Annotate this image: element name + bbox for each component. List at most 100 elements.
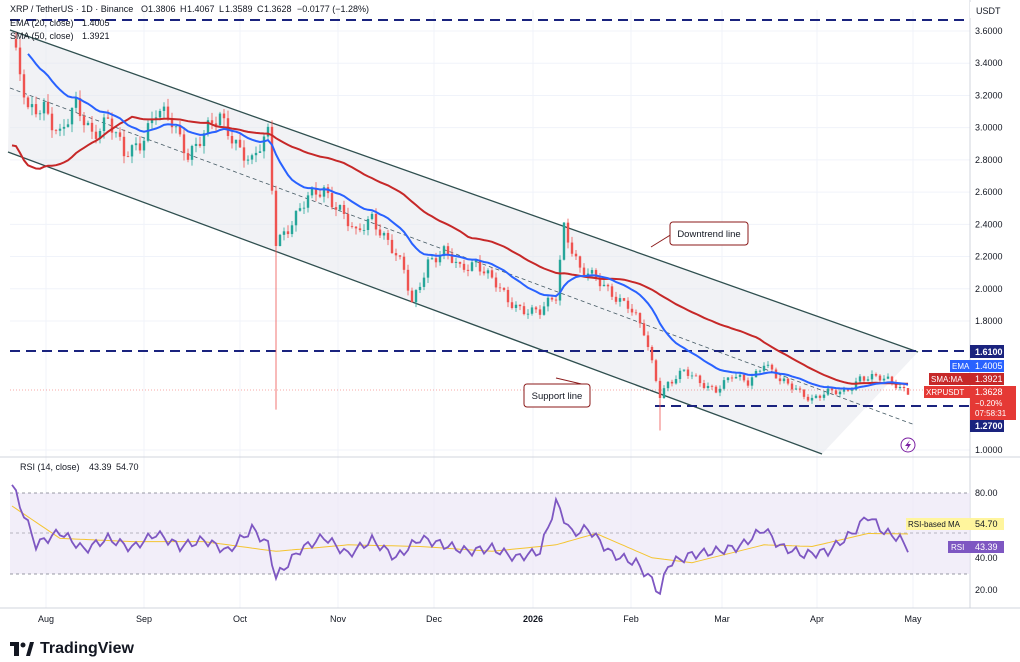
downtrend-line[interactable] [9,29,919,353]
rsi-ma-line [11,505,909,564]
candle-body [98,131,102,139]
candle-body [266,126,270,137]
legend-sma-value: 1.3921 [82,31,110,41]
candle-body [762,365,766,371]
candle-body [358,228,362,231]
time-tick: Feb [623,614,639,624]
tradingview-logo[interactable]: TradingView [10,640,134,658]
legend-close: 1.3628 [264,4,292,14]
svg-text:54.70: 54.70 [975,519,998,529]
candle-body [478,259,482,272]
candle-body [54,130,58,132]
candle-body [878,375,882,381]
candle-body [866,379,870,381]
candle-body [890,376,894,382]
candle-body [414,290,418,303]
candle-body [222,113,226,119]
candle-body [734,376,738,379]
svg-text:1.3628: 1.3628 [975,387,1003,397]
candle-body [86,122,90,126]
candle-body [174,126,178,128]
candle-body [466,269,470,271]
candle-body [182,134,186,154]
candle-body [534,307,538,310]
candle-body [474,259,478,263]
candle-body [142,140,146,151]
candle-body [482,271,486,274]
price-tick: 3.2000 [975,90,1003,100]
candle-body [154,117,158,119]
candle-body [766,364,770,366]
legend-o-label: O [141,4,148,14]
candle-body [882,378,886,381]
candle-body [602,284,606,287]
candle-body [318,194,322,197]
time-tick: Dec [426,614,443,624]
candle-body [354,226,358,229]
candle-body [842,389,846,392]
candle-body [626,300,630,309]
candle-body [34,104,38,115]
lightning-icon[interactable] [900,437,916,453]
candle-body [286,231,290,235]
candle-body [686,369,690,376]
candle-body [378,229,382,236]
candle-body [470,262,474,271]
support-line[interactable] [7,151,823,455]
price-tick: 2.2000 [975,252,1003,262]
ema-tag: EMA 1.4005 [950,360,1004,372]
candle-body [242,147,246,161]
time-tick: May [904,614,922,624]
price-tick: 1.8000 [975,316,1003,326]
legend-l-label: L [219,4,224,14]
candle-body [346,213,350,227]
legend-rsi-label: RSI (14, close) [20,462,80,472]
candle-body [446,246,450,254]
time-axis[interactable]: Aug Sep Oct Nov Dec 2026 Feb Mar Apr May [38,614,922,624]
candle-body [270,126,274,191]
candle-body [730,377,734,379]
price-tick: 2.8000 [975,155,1003,165]
channel-fill [8,30,918,454]
candle-body [430,258,434,260]
support-label: Support line [532,391,583,402]
candle-body [122,136,126,157]
candle-body [634,312,638,314]
price-tick: 2.4000 [975,219,1003,229]
candle-body [622,298,626,301]
candle-body [710,385,714,387]
time-tick: Mar [714,614,730,624]
candle-body [130,145,134,157]
candle-body [18,47,22,75]
candle-body [886,376,890,379]
candle-body [418,286,422,291]
svg-text:RSI: RSI [951,543,964,552]
candle-body [614,296,618,302]
candle-body [498,287,502,289]
candle-body [434,258,438,263]
candle-body [758,370,762,372]
candle-body [394,253,398,256]
candle-body [258,151,262,153]
candle-body [450,253,454,263]
candle-body [814,395,818,398]
candle-body [862,376,866,381]
svg-text:43.39: 43.39 [975,542,998,552]
candle-body [398,255,402,257]
candle-body [234,139,238,144]
candle-body [630,308,634,313]
svg-text:1.3921: 1.3921 [975,374,1003,384]
legend-sma-label: SMA (50, close) [10,31,74,41]
rsi-ma-tag: RSI-based MA 54.70 [906,518,1004,530]
price-axis[interactable]: 3.6000 3.4000 3.2000 3.0000 2.8000 2.6000 2.40… [975,26,1003,455]
candle-body [786,378,790,384]
candle-body [742,374,746,381]
candle-body [550,297,554,300]
candle-body [826,388,830,395]
candle-body [262,136,266,152]
candle-body [514,304,518,308]
candle-body [594,270,598,278]
currency-box[interactable] [970,2,1004,18]
legend-ema-value: 1.4005 [82,18,110,28]
